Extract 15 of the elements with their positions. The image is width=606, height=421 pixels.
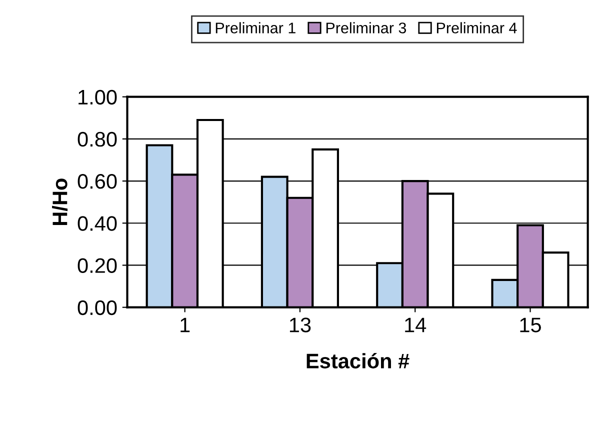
x-tick-label: 14 xyxy=(405,318,426,332)
y-axis-title: H/Ho xyxy=(52,178,68,225)
legend-label: Preliminar 4 xyxy=(436,22,517,34)
y-tick-label: 0.60 xyxy=(78,174,117,189)
x-tick-label: 13 xyxy=(290,318,311,332)
y-tick-label: 0.20 xyxy=(78,258,117,273)
legend-label: Preliminar 1 xyxy=(216,22,296,34)
y-tick-label: 0.40 xyxy=(78,216,117,231)
x-tick-label: 1 xyxy=(180,318,190,332)
legend-label: Preliminar 3 xyxy=(326,22,406,34)
y-tick-label: 1.00 xyxy=(78,90,117,105)
y-tick-label: 0.80 xyxy=(78,132,117,147)
y-tick-label: 0.00 xyxy=(78,300,117,316)
x-axis-title: Estación # xyxy=(306,352,410,368)
x-tick-label: 15 xyxy=(520,318,541,332)
